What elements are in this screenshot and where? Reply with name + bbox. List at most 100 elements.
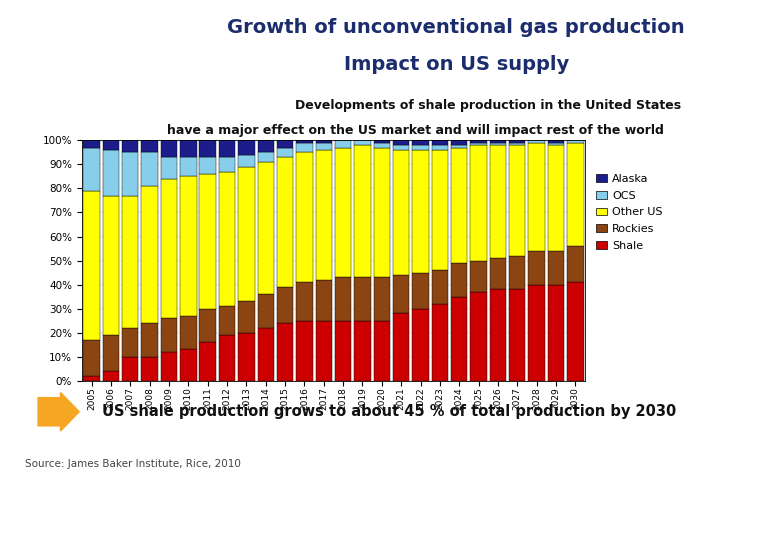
- Bar: [431, 145, 448, 150]
- Legend: Alaska, OCS, Other US, Rockies, Shale: Alaska, OCS, Other US, Rockies, Shale: [594, 173, 664, 252]
- Bar: [180, 157, 197, 177]
- Bar: [354, 321, 370, 381]
- Text: Impact on US supply: Impact on US supply: [344, 55, 569, 73]
- Bar: [238, 167, 254, 301]
- Bar: [161, 140, 177, 157]
- Bar: [219, 335, 236, 381]
- Bar: [374, 140, 390, 143]
- Bar: [161, 318, 177, 352]
- Bar: [374, 278, 390, 321]
- Bar: [316, 140, 332, 143]
- Bar: [296, 321, 313, 381]
- Text: Developments of shale production in the United States: Developments of shale production in the …: [295, 99, 681, 112]
- Bar: [548, 143, 564, 145]
- Bar: [257, 152, 274, 162]
- Bar: [431, 150, 448, 270]
- Bar: [470, 140, 487, 143]
- Bar: [103, 140, 119, 150]
- Bar: [431, 304, 448, 381]
- Bar: [122, 357, 139, 381]
- Bar: [374, 147, 390, 278]
- Bar: [200, 174, 216, 309]
- Bar: [335, 140, 351, 147]
- Bar: [103, 150, 119, 195]
- Bar: [180, 349, 197, 381]
- Bar: [470, 260, 487, 292]
- Text: Growth of unconventional gas production: Growth of unconventional gas production: [228, 18, 685, 37]
- Text: have a major effect on the US market and will impact rest of the world: have a major effect on the US market and…: [168, 124, 665, 137]
- Bar: [413, 309, 429, 381]
- Bar: [451, 147, 467, 263]
- Bar: [238, 140, 254, 155]
- Bar: [567, 140, 583, 143]
- Bar: [528, 143, 545, 251]
- Bar: [277, 147, 293, 157]
- Bar: [141, 323, 158, 357]
- Bar: [296, 140, 313, 143]
- Bar: [567, 246, 583, 282]
- Bar: [219, 157, 236, 172]
- Bar: [548, 145, 564, 251]
- Bar: [122, 140, 139, 152]
- Bar: [548, 251, 564, 285]
- Bar: [257, 162, 274, 294]
- Bar: [335, 147, 351, 278]
- Bar: [219, 172, 236, 306]
- Bar: [296, 152, 313, 282]
- Bar: [567, 143, 583, 246]
- Bar: [528, 285, 545, 381]
- Bar: [277, 323, 293, 381]
- Bar: [316, 321, 332, 381]
- Bar: [257, 140, 274, 152]
- Bar: [83, 147, 100, 191]
- Bar: [238, 333, 254, 381]
- Bar: [316, 150, 332, 280]
- Bar: [238, 155, 254, 167]
- Bar: [296, 143, 313, 152]
- Bar: [393, 313, 410, 381]
- Bar: [354, 278, 370, 321]
- Bar: [374, 143, 390, 147]
- Bar: [122, 152, 139, 195]
- Bar: [393, 275, 410, 313]
- Bar: [470, 143, 487, 145]
- Bar: [451, 296, 467, 381]
- Bar: [277, 287, 293, 323]
- Bar: [393, 145, 410, 150]
- Bar: [548, 140, 564, 143]
- Bar: [200, 157, 216, 174]
- Bar: [470, 292, 487, 381]
- Bar: [413, 150, 429, 273]
- Bar: [354, 140, 370, 145]
- Bar: [277, 140, 293, 147]
- FancyArrow shape: [38, 393, 80, 431]
- Bar: [161, 179, 177, 318]
- Bar: [277, 157, 293, 287]
- Bar: [490, 143, 506, 145]
- Bar: [335, 321, 351, 381]
- Bar: [354, 145, 370, 278]
- Bar: [83, 340, 100, 376]
- Bar: [257, 294, 274, 328]
- Bar: [431, 270, 448, 304]
- Bar: [238, 301, 254, 333]
- Bar: [451, 263, 467, 296]
- Bar: [296, 282, 313, 321]
- Bar: [567, 282, 583, 381]
- Bar: [200, 342, 216, 381]
- Bar: [180, 177, 197, 316]
- Bar: [528, 251, 545, 285]
- Bar: [103, 371, 119, 381]
- Bar: [413, 273, 429, 309]
- Bar: [141, 152, 158, 186]
- Bar: [200, 140, 216, 157]
- Bar: [490, 258, 506, 289]
- Bar: [509, 289, 526, 381]
- Bar: [509, 140, 526, 143]
- Bar: [161, 352, 177, 381]
- Bar: [180, 316, 197, 349]
- Bar: [509, 256, 526, 289]
- Bar: [413, 145, 429, 150]
- Bar: [219, 306, 236, 335]
- Bar: [141, 357, 158, 381]
